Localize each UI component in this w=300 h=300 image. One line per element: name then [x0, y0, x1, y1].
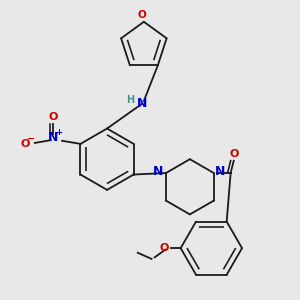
Text: +: + [55, 128, 62, 137]
Text: O: O [159, 243, 168, 253]
Text: O: O [48, 112, 58, 122]
Text: O: O [138, 10, 147, 20]
Text: O: O [20, 139, 30, 149]
Text: N: N [48, 131, 58, 144]
Text: −: − [27, 133, 35, 143]
Text: N: N [153, 165, 164, 178]
Text: H: H [127, 95, 135, 105]
Text: N: N [136, 98, 147, 110]
Text: O: O [229, 149, 238, 159]
Text: N: N [215, 165, 226, 178]
